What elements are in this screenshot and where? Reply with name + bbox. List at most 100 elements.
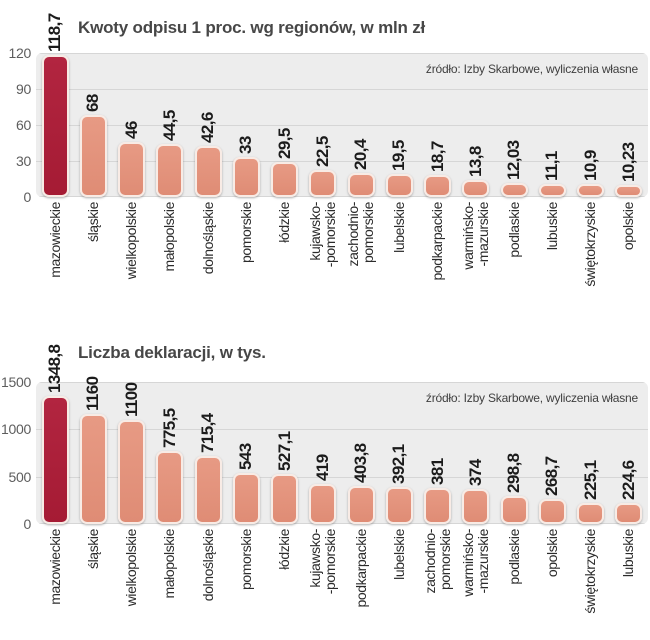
bar — [538, 183, 566, 197]
bar — [194, 456, 222, 524]
bar — [156, 143, 184, 197]
gridline — [36, 523, 648, 524]
gridline — [36, 476, 648, 478]
bar-value-label: 18,7 — [427, 140, 447, 172]
bar-value-label: 224,6 — [618, 460, 638, 500]
bar — [156, 450, 184, 524]
bars-layer: 0 30 60 90 120 118,7 mazowieckie 68 śląskie 46 wie… — [8, 12, 643, 287]
bar-value-label: 20,4 — [351, 138, 371, 170]
category-label: świętokrzyskie — [582, 202, 599, 287]
y-tick-label: 60 — [16, 117, 31, 133]
bar — [79, 414, 107, 524]
category-label: mazowieckie — [46, 529, 63, 605]
category-label: -pomorskie — [321, 202, 338, 268]
category-label: pomorskie — [436, 529, 453, 590]
bar — [271, 474, 299, 524]
category-label: -mazurskie — [474, 202, 491, 267]
bar — [232, 472, 260, 524]
category-label: świętokrzyskie — [582, 529, 599, 614]
bar — [309, 484, 337, 524]
bar-value-label: 1348,8 — [45, 344, 65, 394]
category-label: -pomorskie — [321, 529, 338, 595]
bar-value-label: 715,4 — [198, 413, 218, 454]
category-label: wielkopolskie — [123, 202, 140, 280]
category-label: dolnośląskie — [199, 202, 216, 275]
y-tick-label: 0 — [23, 516, 32, 532]
bar-value-label: 13,8 — [465, 146, 485, 178]
category-label: zachodnio- — [421, 529, 438, 594]
bar — [424, 174, 452, 197]
bar-value-label: 225,1 — [580, 460, 600, 500]
bar-value-label: 11,1 — [542, 150, 562, 181]
bar-value-label: 29,5 — [274, 127, 294, 159]
category-label: śląskie — [84, 529, 101, 569]
bar-value-label: 10,23 — [618, 142, 638, 182]
category-label: kujawsko- — [306, 202, 323, 261]
category-label: podkarpackie — [429, 202, 446, 281]
category-label: podlaskie — [505, 529, 522, 585]
gridline — [36, 382, 648, 383]
category-label: warmińsko- — [459, 529, 476, 597]
gridline — [36, 53, 648, 54]
category-label: kujawsko- — [306, 529, 323, 588]
bar — [41, 54, 69, 197]
bar-value-label: 19,5 — [389, 139, 409, 171]
bar — [347, 485, 375, 524]
bar — [347, 172, 375, 197]
category-label: podlaskie — [505, 202, 522, 258]
bar-value-label: 42,6 — [198, 112, 218, 143]
bar — [538, 498, 566, 524]
category-label: lubelskie — [390, 202, 407, 253]
bar — [615, 184, 643, 197]
bar-value-label: 118,7 — [45, 12, 65, 52]
bar-value-label: 374 — [465, 459, 485, 486]
bar — [79, 115, 107, 197]
bar — [462, 180, 490, 197]
bar — [118, 419, 146, 524]
gridline — [36, 161, 648, 162]
bar — [194, 145, 222, 197]
y-tick-label: 1000 — [1, 421, 31, 438]
category-label: łódzkie — [276, 202, 293, 243]
y-tick-label: 0 — [23, 189, 32, 205]
bar-value-label: 268,7 — [542, 456, 562, 496]
category-label: zachodnio- — [345, 202, 362, 267]
y-tick-label: 1500 — [1, 374, 31, 390]
source-note: źródło: Izby Skarbowe, wyliczenia własne — [425, 62, 638, 76]
category-label: małopolskie — [161, 529, 178, 599]
category-label: pomorskie — [237, 202, 254, 263]
bar-value-label: 298,8 — [504, 453, 524, 493]
category-label: podkarpackie — [352, 529, 369, 608]
chart-declarations: Liczba deklaracji, w tys. źródło: Izby S… — [0, 322, 650, 640]
bar-value-label: 775,5 — [159, 408, 179, 448]
gridline — [36, 196, 648, 197]
chart-amounts: Kwoty odpisu 1 proc. wg regionów, w mln … — [8, 12, 648, 287]
bar-value-label: 392,1 — [389, 444, 409, 484]
bar — [500, 495, 528, 524]
y-tick-label: 500 — [8, 468, 32, 485]
bar — [118, 141, 146, 197]
bar-value-label: 1160 — [83, 376, 103, 412]
category-label: małopolskie — [161, 202, 178, 272]
bar-value-label: 1100 — [121, 382, 141, 417]
bar-value-label: 403,8 — [351, 443, 371, 483]
category-label: opolskie — [543, 529, 560, 578]
chart-title: Kwoty odpisu 1 proc. wg regionów, w mln … — [78, 18, 426, 38]
bar-value-label: 46 — [121, 121, 141, 139]
bar — [271, 161, 299, 197]
bar-value-label: 68 — [83, 94, 103, 113]
bar — [385, 173, 413, 197]
y-tick-label: 120 — [8, 45, 32, 61]
bar-value-label: 22,5 — [312, 136, 332, 167]
bar-value-label: 10,9 — [580, 150, 600, 181]
category-label: lubuskie — [620, 529, 637, 578]
category-label: śląskie — [84, 202, 101, 242]
bar-value-label: 12,03 — [504, 140, 524, 180]
bar-value-label: 44,5 — [159, 109, 179, 141]
bar-value-label: 381 — [427, 458, 447, 485]
bar — [462, 488, 490, 524]
bar — [577, 502, 605, 524]
bar-value-label: 527,1 — [274, 431, 294, 472]
source-note: źródło: Izby Skarbowe, wyliczenia własne — [425, 391, 638, 405]
bar — [385, 486, 413, 524]
